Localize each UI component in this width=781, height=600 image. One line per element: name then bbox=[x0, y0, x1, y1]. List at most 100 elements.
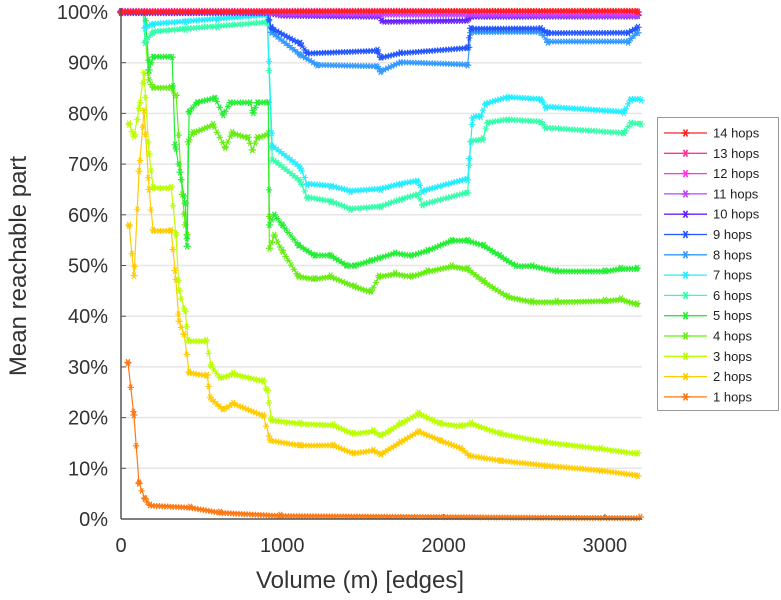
data-point-marker bbox=[464, 264, 472, 272]
data-point-marker bbox=[310, 274, 319, 282]
data-point-marker bbox=[181, 18, 190, 26]
data-point-marker bbox=[351, 262, 359, 269]
data-point-marker bbox=[181, 307, 189, 315]
data-point-marker bbox=[327, 272, 335, 280]
data-point-marker bbox=[469, 114, 477, 122]
x-tick-label: 0 bbox=[115, 535, 126, 557]
legend-label: 13 hops bbox=[713, 146, 760, 161]
data-point-marker bbox=[213, 129, 221, 136]
series-9-hops bbox=[117, 8, 642, 61]
legend-marker-icon bbox=[681, 352, 690, 361]
data-point-marker bbox=[203, 371, 211, 379]
data-point-marker bbox=[142, 94, 149, 101]
data-point-marker bbox=[480, 241, 488, 249]
data-point-marker bbox=[597, 467, 605, 475]
data-point-marker bbox=[135, 480, 143, 487]
data-point-marker bbox=[169, 202, 177, 209]
data-point-marker bbox=[124, 358, 132, 366]
x-tick-label: 1000 bbox=[260, 535, 305, 557]
data-point-marker bbox=[147, 59, 155, 66]
data-point-marker bbox=[181, 199, 189, 207]
data-point-marker bbox=[205, 383, 212, 390]
legend-label: 6 hops bbox=[713, 288, 753, 303]
data-point-marker bbox=[180, 330, 188, 338]
data-point-marker bbox=[185, 108, 193, 116]
legend-item: 2 hops bbox=[664, 369, 753, 384]
data-point-marker bbox=[396, 419, 405, 427]
data-point-marker bbox=[617, 264, 625, 272]
data-point-marker bbox=[149, 83, 157, 91]
data-point-marker bbox=[147, 167, 155, 175]
data-point-marker bbox=[270, 231, 278, 239]
data-point-marker bbox=[465, 452, 474, 460]
data-point-marker bbox=[175, 311, 182, 318]
data-point-marker bbox=[183, 351, 190, 358]
y-tick-labels: 0% 10% 20% 30% 40% 50% 60% 70% 80% 90% 100% bbox=[57, 2, 108, 531]
data-point-marker bbox=[544, 38, 552, 46]
data-point-marker bbox=[145, 76, 153, 84]
data-point-marker bbox=[329, 420, 338, 428]
data-point-marker bbox=[175, 160, 182, 167]
data-point-marker bbox=[130, 132, 138, 140]
data-point-marker bbox=[145, 66, 153, 74]
data-point-marker bbox=[624, 38, 632, 46]
legend-label: 5 hops bbox=[713, 308, 753, 323]
data-point-marker bbox=[537, 96, 545, 104]
data-point-marker bbox=[189, 104, 196, 111]
data-point-marker bbox=[468, 121, 476, 128]
data-point-marker bbox=[168, 53, 176, 61]
data-point-marker bbox=[373, 46, 382, 54]
data-point-marker bbox=[181, 26, 190, 34]
data-point-marker bbox=[419, 201, 427, 209]
x-tick-labels: 0 1000 2000 3000 bbox=[115, 535, 627, 557]
data-point-marker bbox=[265, 186, 273, 193]
data-point-marker bbox=[376, 68, 385, 76]
legend-marker-icon bbox=[681, 372, 690, 381]
data-point-marker bbox=[448, 236, 456, 244]
data-point-marker bbox=[268, 130, 276, 137]
data-point-marker bbox=[512, 262, 520, 269]
data-point-marker bbox=[634, 29, 642, 37]
y-tick-label: 90% bbox=[68, 53, 108, 75]
data-point-marker bbox=[414, 427, 423, 435]
data-point-marker bbox=[177, 295, 185, 303]
legend-marker-icon bbox=[681, 332, 690, 340]
data-point-marker bbox=[457, 444, 465, 452]
data-point-marker bbox=[175, 287, 183, 295]
data-point-marker bbox=[634, 449, 642, 457]
data-point-marker bbox=[504, 94, 512, 102]
data-point-marker bbox=[267, 23, 275, 31]
data-point-marker bbox=[139, 80, 146, 87]
data-point-marker bbox=[376, 203, 385, 211]
data-point-marker bbox=[145, 34, 152, 41]
legend-label: 12 hops bbox=[713, 166, 760, 181]
data-point-marker bbox=[464, 16, 472, 24]
legend-item: 10 hops bbox=[664, 207, 760, 222]
legend-label: 7 hops bbox=[713, 268, 753, 283]
data-point-marker bbox=[620, 129, 628, 137]
data-point-marker bbox=[125, 221, 133, 229]
data-point-marker bbox=[369, 446, 378, 454]
data-point-marker bbox=[349, 449, 358, 457]
data-point-marker bbox=[209, 120, 217, 128]
data-point-marker bbox=[464, 189, 472, 197]
data-point-marker bbox=[265, 16, 273, 23]
data-point-marker bbox=[542, 104, 550, 112]
data-point-marker bbox=[213, 400, 221, 408]
data-point-marker bbox=[313, 61, 321, 69]
data-point-marker bbox=[285, 229, 292, 236]
legend-item: 11 hops bbox=[664, 186, 759, 201]
data-point-marker bbox=[139, 123, 146, 131]
data-point-marker bbox=[177, 324, 185, 331]
data-point-marker bbox=[479, 107, 487, 114]
data-point-marker bbox=[252, 104, 259, 111]
data-point-marker bbox=[167, 226, 175, 234]
data-point-marker bbox=[184, 336, 192, 344]
data-point-marker bbox=[327, 198, 335, 206]
data-point-marker bbox=[329, 441, 338, 449]
data-point-marker bbox=[294, 272, 303, 280]
data-point-marker bbox=[149, 183, 157, 191]
data-point-marker bbox=[138, 487, 145, 494]
series-5-hops bbox=[117, 8, 641, 275]
data-point-marker bbox=[210, 398, 218, 405]
